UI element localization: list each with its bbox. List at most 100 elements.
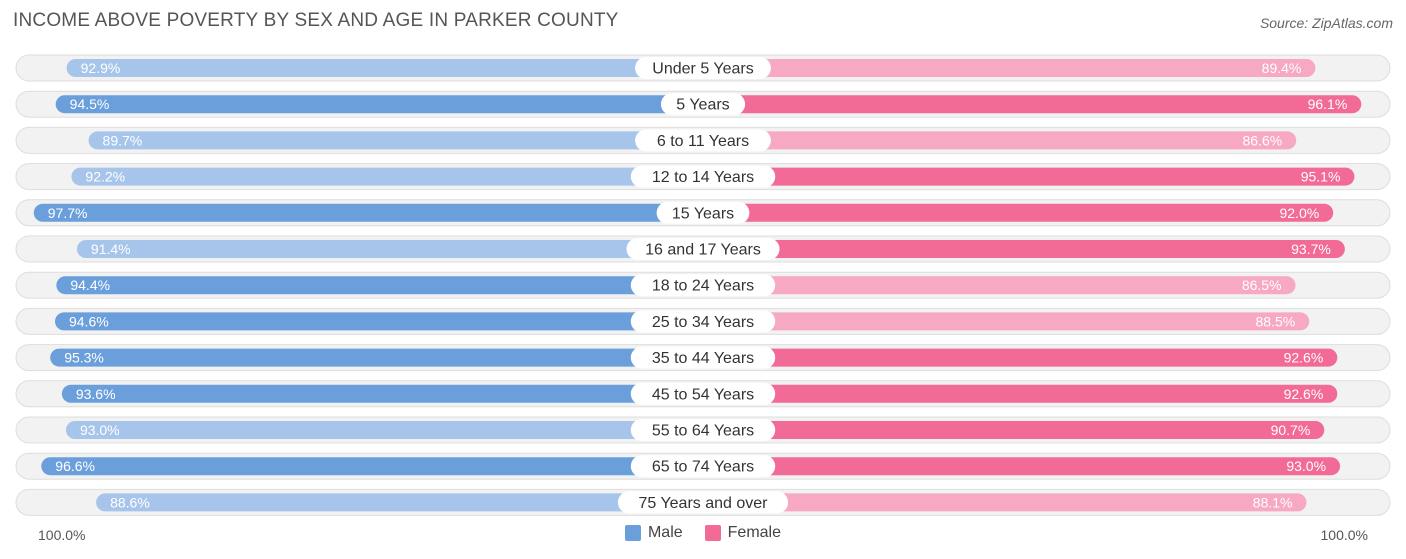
source-label: Source: ZipAtlas.com xyxy=(1259,15,1393,31)
male-bar xyxy=(41,457,704,476)
female-value-label: 92.6% xyxy=(1284,350,1324,366)
category-pill xyxy=(626,238,780,260)
category-label: 45 to 54 Years xyxy=(652,386,754,403)
female-bar xyxy=(703,421,1325,439)
chart-row: 92.2% 95.1% 12 to 14 Years xyxy=(15,163,1391,191)
female-bar xyxy=(703,203,1334,222)
male-swatch xyxy=(624,525,641,541)
category-pill xyxy=(660,93,746,116)
category-pill xyxy=(630,310,776,333)
female-bar xyxy=(703,276,1296,295)
category-label: 12 to 14 Years xyxy=(652,169,754,186)
category-label: 16 and 17 Years xyxy=(645,242,761,259)
male-value-label: 94.5% xyxy=(70,96,110,112)
category-label: 25 to 34 Years xyxy=(652,314,754,331)
female-bar xyxy=(703,457,1341,476)
category-label: 75 Years and over xyxy=(639,495,769,512)
chart-row: 94.5% 96.1% 5 Years xyxy=(15,90,1391,118)
female-value-label: 86.6% xyxy=(1243,132,1283,148)
category-label: 5 Years xyxy=(676,97,729,114)
male-bar xyxy=(88,131,704,150)
category-label: 55 to 64 Years xyxy=(652,423,754,440)
female-value-label: 96.1% xyxy=(1308,96,1348,112)
chart-row: 97.7% 92.0% 15 Years xyxy=(15,199,1391,227)
female-bar xyxy=(703,312,1310,331)
female-bar xyxy=(703,493,1307,512)
female-bar xyxy=(703,348,1338,367)
category-pill xyxy=(630,382,776,405)
male-bar xyxy=(65,421,703,439)
male-bar xyxy=(76,240,703,258)
female-value-label: 88.1% xyxy=(1253,494,1293,510)
axis-left-label: 100.0% xyxy=(38,527,86,543)
female-value-label: 88.5% xyxy=(1256,313,1296,329)
bar-chart: 92.9% 89.4% Under 5 Years 94.5% 96.1% 5 Years… xyxy=(15,54,1391,516)
male-value-label: 95.3% xyxy=(64,350,104,366)
axis-right-label: 100.0% xyxy=(1320,527,1368,543)
male-value-label: 93.0% xyxy=(80,422,120,438)
female-value-label: 93.7% xyxy=(1291,241,1331,257)
category-pill xyxy=(630,165,776,188)
chart-row: 91.4% 93.7% 16 and 17 Years xyxy=(15,235,1391,263)
chart-row: 88.6% 88.1% 75 Years and over xyxy=(15,488,1391,516)
female-bar xyxy=(703,240,1345,258)
male-value-label: 97.7% xyxy=(48,205,88,221)
male-bar xyxy=(33,203,703,222)
chart-row: 92.9% 89.4% Under 5 Years xyxy=(15,54,1391,82)
male-value-label: 96.6% xyxy=(55,458,95,474)
chart-row: 94.4% 86.5% 18 to 24 Years xyxy=(15,271,1391,299)
chart-row: 95.3% 92.6% 35 to 44 Years xyxy=(15,344,1391,372)
chart-row: 93.6% 92.6% 45 to 54 Years xyxy=(15,380,1391,408)
female-value-label: 92.0% xyxy=(1279,205,1319,221)
female-bar xyxy=(703,131,1297,150)
category-label: 65 to 74 Years xyxy=(652,459,754,476)
category-label: 15 Years xyxy=(672,205,734,222)
male-bar xyxy=(56,276,704,295)
male-bar xyxy=(54,312,704,331)
chart-title: INCOME ABOVE POVERTY BY SEX AND AGE IN P… xyxy=(13,10,619,31)
male-value-label: 94.4% xyxy=(70,277,110,293)
category-label: 35 to 44 Years xyxy=(652,350,754,367)
category-label: Under 5 Years xyxy=(652,61,753,78)
legend-male: Male xyxy=(624,524,683,542)
legend-male-label: Male xyxy=(647,524,683,541)
male-bar xyxy=(55,95,704,114)
category-pill xyxy=(635,129,771,152)
female-bar xyxy=(703,59,1316,77)
legend-female-label: Female xyxy=(727,524,782,541)
category-pill xyxy=(630,419,776,441)
chart-row: 93.0% 90.7% 55 to 64 Years xyxy=(15,416,1391,444)
male-value-label: 89.7% xyxy=(103,132,143,148)
male-value-label: 91.4% xyxy=(91,241,131,257)
male-value-label: 93.6% xyxy=(76,386,116,402)
category-label: 18 to 24 Years xyxy=(652,278,754,295)
male-bar xyxy=(66,59,703,77)
female-value-label: 86.5% xyxy=(1242,277,1282,293)
category-pill xyxy=(617,491,789,514)
legend: Male Female xyxy=(0,524,1406,542)
female-value-label: 95.1% xyxy=(1301,169,1341,185)
male-value-label: 92.2% xyxy=(85,169,125,185)
female-bar xyxy=(703,384,1338,403)
male-bar xyxy=(96,493,704,512)
male-value-label: 88.6% xyxy=(110,494,150,510)
category-pill xyxy=(656,201,750,224)
female-value-label: 92.6% xyxy=(1284,386,1324,402)
male-value-label: 92.9% xyxy=(81,60,121,76)
category-label: 6 to 11 Years xyxy=(657,133,749,150)
category-pill xyxy=(635,57,771,79)
female-bar xyxy=(703,95,1362,114)
female-swatch xyxy=(704,525,721,541)
male-value-label: 94.6% xyxy=(69,313,109,329)
chart-row: 96.6% 93.0% 65 to 74 Years xyxy=(15,452,1391,480)
category-pill xyxy=(630,346,776,369)
male-bar xyxy=(61,384,703,403)
female-value-label: 90.7% xyxy=(1271,422,1311,438)
female-value-label: 93.0% xyxy=(1286,458,1326,474)
category-pill xyxy=(630,455,776,478)
chart-row: 94.6% 88.5% 25 to 34 Years xyxy=(15,307,1391,335)
legend-female: Female xyxy=(704,524,782,542)
female-value-label: 89.4% xyxy=(1262,60,1302,76)
category-pill xyxy=(630,274,776,297)
female-bar xyxy=(703,167,1355,186)
